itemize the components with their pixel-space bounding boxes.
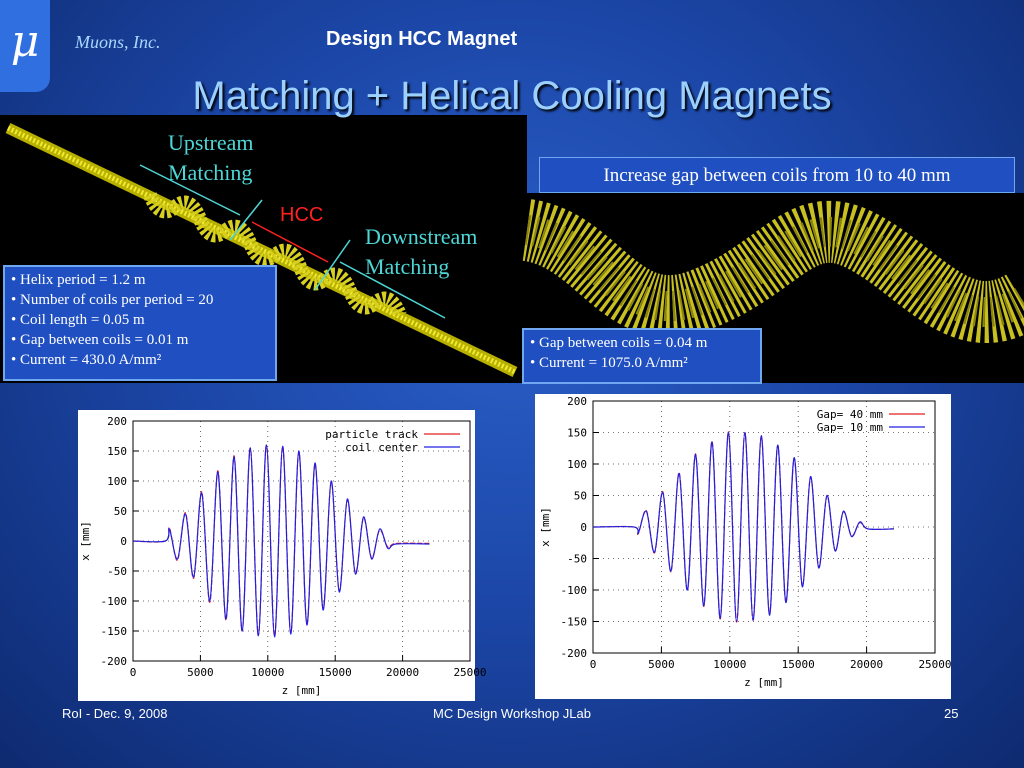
y-tick-label: -100 — [101, 595, 128, 608]
chart-background — [78, 410, 475, 701]
bullet: Gap between coils = 0.04 m — [530, 333, 754, 353]
caption: Increase gap between coils from 10 to 40… — [539, 157, 1015, 193]
y-tick-label: 50 — [574, 490, 587, 503]
hcc-arrow — [251, 221, 329, 263]
legend-label: Gap= 10 mm — [817, 421, 884, 434]
x-tick-label: 15000 — [782, 658, 815, 671]
x-tick-label: 20000 — [386, 666, 419, 679]
logo: μ — [0, 0, 50, 92]
footer-left: RoI - Dec. 9, 2008 — [62, 706, 168, 721]
x-tick-label: 0 — [130, 666, 137, 679]
y-tick-label: -100 — [561, 584, 588, 597]
x-tick-label: 10000 — [251, 666, 284, 679]
topic: Design HCC Magnet — [326, 28, 518, 50]
x-tick-label: 10000 — [713, 658, 746, 671]
hcc-label: HCC — [280, 204, 324, 226]
bullet: Coil length = 0.05 m — [11, 310, 269, 330]
y-tick-label: 200 — [567, 395, 587, 408]
y-tick-label: 0 — [580, 521, 587, 534]
y-tick-label: -200 — [101, 655, 128, 668]
bullet: Current = 1075.0 A/mm² — [530, 353, 754, 373]
y-tick-label: -150 — [561, 616, 588, 629]
bullet: Current = 430.0 A/mm² — [11, 350, 269, 370]
footer-center: MC Design Workshop JLab — [433, 706, 591, 721]
x-tick-label: 25000 — [453, 666, 486, 679]
footer-right: 25 — [944, 706, 959, 721]
y-tick-label: 0 — [120, 535, 127, 548]
bullet: Gap between coils = 0.01 m — [11, 330, 269, 350]
x-axis-label: z [mm] — [744, 676, 784, 689]
y-tick-label: -50 — [107, 565, 127, 578]
y-tick-label: 150 — [107, 445, 127, 458]
upstream-arrow — [139, 164, 241, 216]
y-tick-label: 150 — [567, 427, 587, 440]
y-tick-label: -200 — [561, 647, 588, 660]
left-bullets: Helix period = 1.2 m Number of coils per… — [3, 265, 277, 381]
x-tick-label: 25000 — [918, 658, 951, 671]
bullet: Helix period = 1.2 m — [11, 270, 269, 290]
legend-label: coil center — [345, 441, 418, 454]
x-tick-label: 15000 — [319, 666, 352, 679]
y-tick-label: 200 — [107, 415, 127, 428]
bullet: Number of coils per period = 20 — [11, 290, 269, 310]
series-line — [132, 444, 430, 638]
y-tick-label: -150 — [101, 625, 128, 638]
y-tick-label: -50 — [567, 553, 587, 566]
x-tick-label: 5000 — [648, 658, 675, 671]
series-line — [592, 431, 894, 623]
y-tick-label: 100 — [107, 475, 127, 488]
upstream-label: Upstream Matching — [168, 130, 254, 185]
x-tick-label: 5000 — [187, 666, 214, 679]
marker-line — [229, 199, 263, 241]
helical-section — [143, 192, 407, 318]
marker-line — [314, 239, 351, 291]
x-axis-label: z [mm] — [282, 684, 322, 697]
title: Matching + Helical Cooling Magnets — [192, 74, 832, 118]
right-bullets: Gap between coils = 0.04 m Current = 107… — [522, 328, 762, 384]
downstream-arrow — [339, 261, 446, 319]
x-tick-label: 20000 — [850, 658, 883, 671]
downstream-label: Downstream Matching — [365, 224, 478, 279]
legend-label: Gap= 40 mm — [817, 408, 884, 421]
x-tick-label: 0 — [590, 658, 597, 671]
company: Muons, Inc. — [75, 32, 161, 52]
y-axis-label: x [mm] — [79, 521, 92, 561]
y-tick-label: 50 — [114, 505, 127, 518]
legend-label: particle track — [325, 428, 418, 441]
y-axis-label: x [mm] — [539, 507, 552, 547]
y-tick-label: 100 — [567, 458, 587, 471]
